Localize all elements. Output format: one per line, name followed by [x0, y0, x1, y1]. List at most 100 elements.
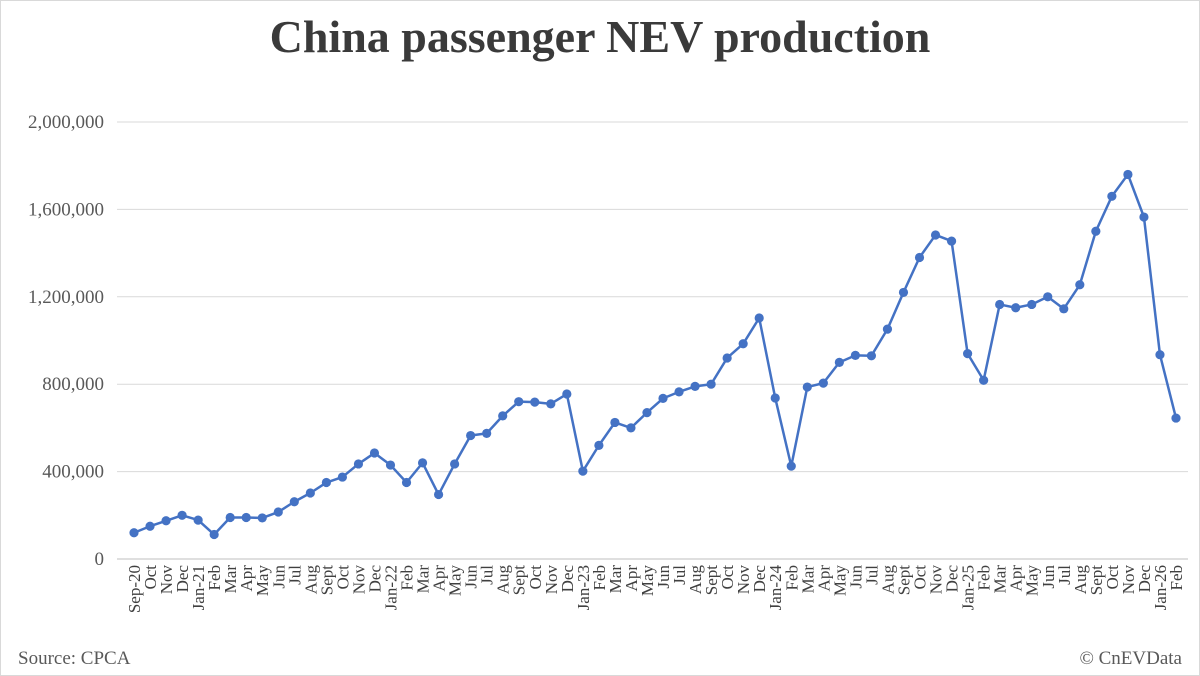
data-point: [898, 287, 909, 298]
x-tick-label: Jun: [269, 565, 288, 589]
x-tick-label: Sept: [1087, 565, 1106, 596]
data-point: [674, 387, 684, 397]
data-point: [914, 252, 925, 263]
data-point: [738, 339, 748, 349]
x-tick-label: May: [638, 565, 657, 597]
x-tick-label: Dec: [558, 565, 577, 593]
data-point: [963, 349, 973, 359]
x-tick-label: Jan-25: [959, 565, 978, 610]
x-tick-label: Nov: [927, 565, 946, 595]
x-tick-label: Oct: [911, 565, 930, 590]
x-tick-label: Dec: [943, 565, 962, 593]
data-point: [337, 472, 347, 482]
data-point: [161, 516, 171, 526]
y-axis-ticks: 0 400,000 800,000 1,200,000 1,600,000 2,000,0…: [28, 112, 104, 570]
series-line: [133, 173, 1178, 536]
data-point: [530, 397, 540, 407]
x-tick-label: Mar: [414, 565, 433, 594]
x-tick-label: Sept: [510, 565, 529, 596]
x-tick-label: Jan-23: [574, 565, 593, 610]
x-tick-label: Aug: [878, 565, 897, 595]
x-tick-label: Jul: [670, 565, 689, 585]
y-tick-label: 1,600,000: [28, 199, 104, 220]
x-tick-label: Jun: [654, 565, 673, 589]
x-tick-label: Nov: [157, 565, 176, 595]
y-tick-label: 1,200,000: [28, 287, 104, 308]
x-tick-label: Jan-22: [381, 565, 400, 610]
data-point: [706, 379, 716, 389]
data-point: [642, 408, 652, 418]
x-tick-label: Jun: [846, 565, 865, 589]
x-tick-label: Feb: [975, 565, 994, 591]
x-tick-label: Feb: [590, 565, 609, 591]
data-point: [369, 448, 380, 458]
data-point: [450, 459, 460, 469]
x-tick-label: Sept: [894, 565, 913, 596]
data-point: [466, 430, 476, 441]
data-point: [177, 510, 187, 520]
x-tick-label: Jun: [1039, 565, 1058, 589]
data-point: [1075, 280, 1085, 290]
data-point: [770, 393, 780, 403]
x-tick-label: May: [253, 565, 272, 597]
data-point: [289, 497, 299, 507]
data-point: [145, 521, 155, 531]
x-tick-label: Aug: [686, 565, 705, 595]
data-points: [129, 169, 1181, 540]
x-tick-label: Apr: [430, 565, 449, 592]
x-axis-ticks: Sep-20OctNovDecJan-21FebMarAprMayJunJulA…: [125, 565, 1186, 614]
data-point: [305, 488, 315, 498]
x-tick-label: Oct: [141, 565, 160, 590]
x-tick-label: Mar: [221, 565, 240, 594]
x-tick-label: Nov: [1119, 565, 1138, 595]
data-point: [225, 512, 235, 523]
gridlines: [117, 121, 1188, 560]
data-point: [482, 428, 492, 438]
data-point: [1123, 169, 1133, 180]
data-point: [498, 411, 508, 421]
y-tick-label: 800,000: [42, 374, 104, 395]
x-tick-label: Jun: [462, 565, 481, 589]
data-point: [209, 529, 219, 540]
data-point: [273, 507, 283, 517]
data-point: [385, 460, 396, 470]
x-tick-label: Aug: [301, 565, 320, 595]
data-point: [129, 528, 139, 538]
source-note: Source: CPCA: [18, 648, 131, 669]
x-tick-label: Feb: [1167, 565, 1186, 591]
x-tick-label: Jan-21: [189, 565, 208, 610]
y-tick-label: 0: [95, 549, 105, 570]
x-tick-label: May: [1023, 565, 1042, 597]
data-point: [658, 393, 668, 404]
x-tick-label: Oct: [526, 565, 545, 590]
data-point: [562, 389, 572, 399]
data-point: [257, 513, 267, 523]
data-point: [417, 458, 428, 468]
x-tick-label: Jul: [1055, 565, 1074, 585]
x-tick-label: May: [830, 565, 849, 597]
data-point: [930, 230, 941, 240]
data-point: [1171, 413, 1181, 423]
data-point: [946, 236, 957, 246]
x-tick-label: Feb: [205, 565, 224, 591]
x-tick-label: Jan-24: [766, 565, 785, 611]
x-tick-label: Oct: [718, 565, 737, 590]
data-point: [786, 461, 796, 471]
data-point: [610, 417, 620, 428]
data-point: [626, 423, 636, 433]
data-point: [578, 466, 588, 476]
x-tick-label: Mar: [991, 565, 1010, 594]
x-tick-label: May: [446, 565, 465, 597]
data-point: [754, 313, 764, 323]
copyright-note: © CnEVData: [1079, 648, 1182, 669]
data-point: [1155, 350, 1165, 360]
data-point: [866, 351, 877, 361]
x-tick-label: Oct: [333, 565, 352, 590]
x-tick-label: Sep-20: [125, 565, 144, 613]
x-tick-label: Apr: [814, 565, 833, 592]
data-point: [1027, 299, 1037, 310]
data-point: [514, 397, 524, 407]
x-tick-label: Feb: [782, 565, 801, 591]
data-point: [802, 382, 812, 392]
